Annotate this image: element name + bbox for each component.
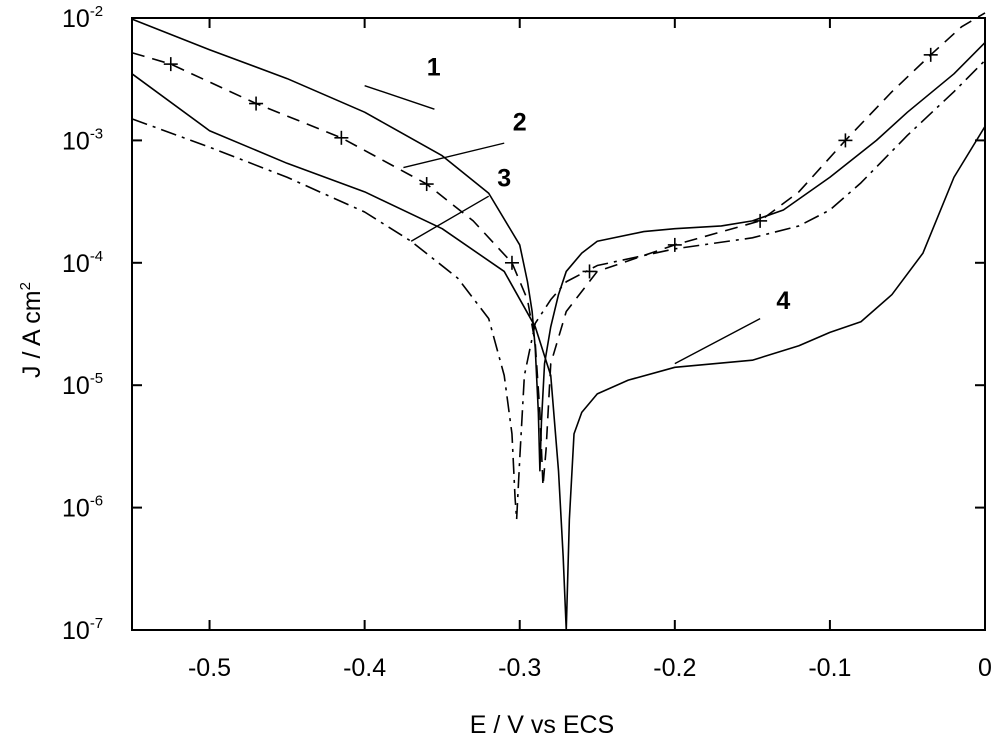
y-axis-title: J / A cm2 [17,282,46,378]
x-axis-ticks: -0.5 -0.4 -0.3 -0.2 -0.1 0 [188,18,992,682]
callout-1-label: 1 [427,53,441,81]
series-1-line [131,18,986,472]
y-tick-label: 10-6 [62,493,103,523]
marker-layer [163,47,938,279]
x-tick-label: -0.4 [343,654,386,682]
callout-2-leader [403,142,505,169]
y-tick-label: 10-7 [62,615,103,645]
series-4-line [131,73,986,631]
callout-4-leader [674,317,761,365]
callout-1-leader [364,85,435,110]
y-axis-ticks: 10-2 10-3 10-4 10-5 10-6 10-7 [62,3,985,645]
callout-3-leader [410,195,490,242]
x-tick-label: -0.2 [653,654,696,682]
callout-layer: 1 23 4 [364,53,790,365]
y-tick-label: 10-4 [62,248,103,278]
x-tick-label: -0.3 [498,654,541,682]
series-2-line [131,12,986,487]
y-tick-label: 10-3 [62,125,103,155]
plot-frame [131,17,986,631]
series-layer [131,12,986,631]
y-axis-title-exponent: 2 [17,282,34,290]
x-tick-label: -0.1 [808,654,851,682]
y-tick-label: 10-5 [62,370,103,400]
x-tick-label: -0.5 [188,654,231,682]
callout-3-label: 3 [497,165,511,193]
y-axis-title-base: J / A cm [18,290,46,378]
y-tick-label: 10-2 [62,3,103,33]
callout-2-label: 2 [513,109,527,137]
x-axis-title: E / V vs ECS [470,711,614,739]
x-tick-label: 0 [978,654,992,682]
callout-4-label: 4 [776,287,790,315]
